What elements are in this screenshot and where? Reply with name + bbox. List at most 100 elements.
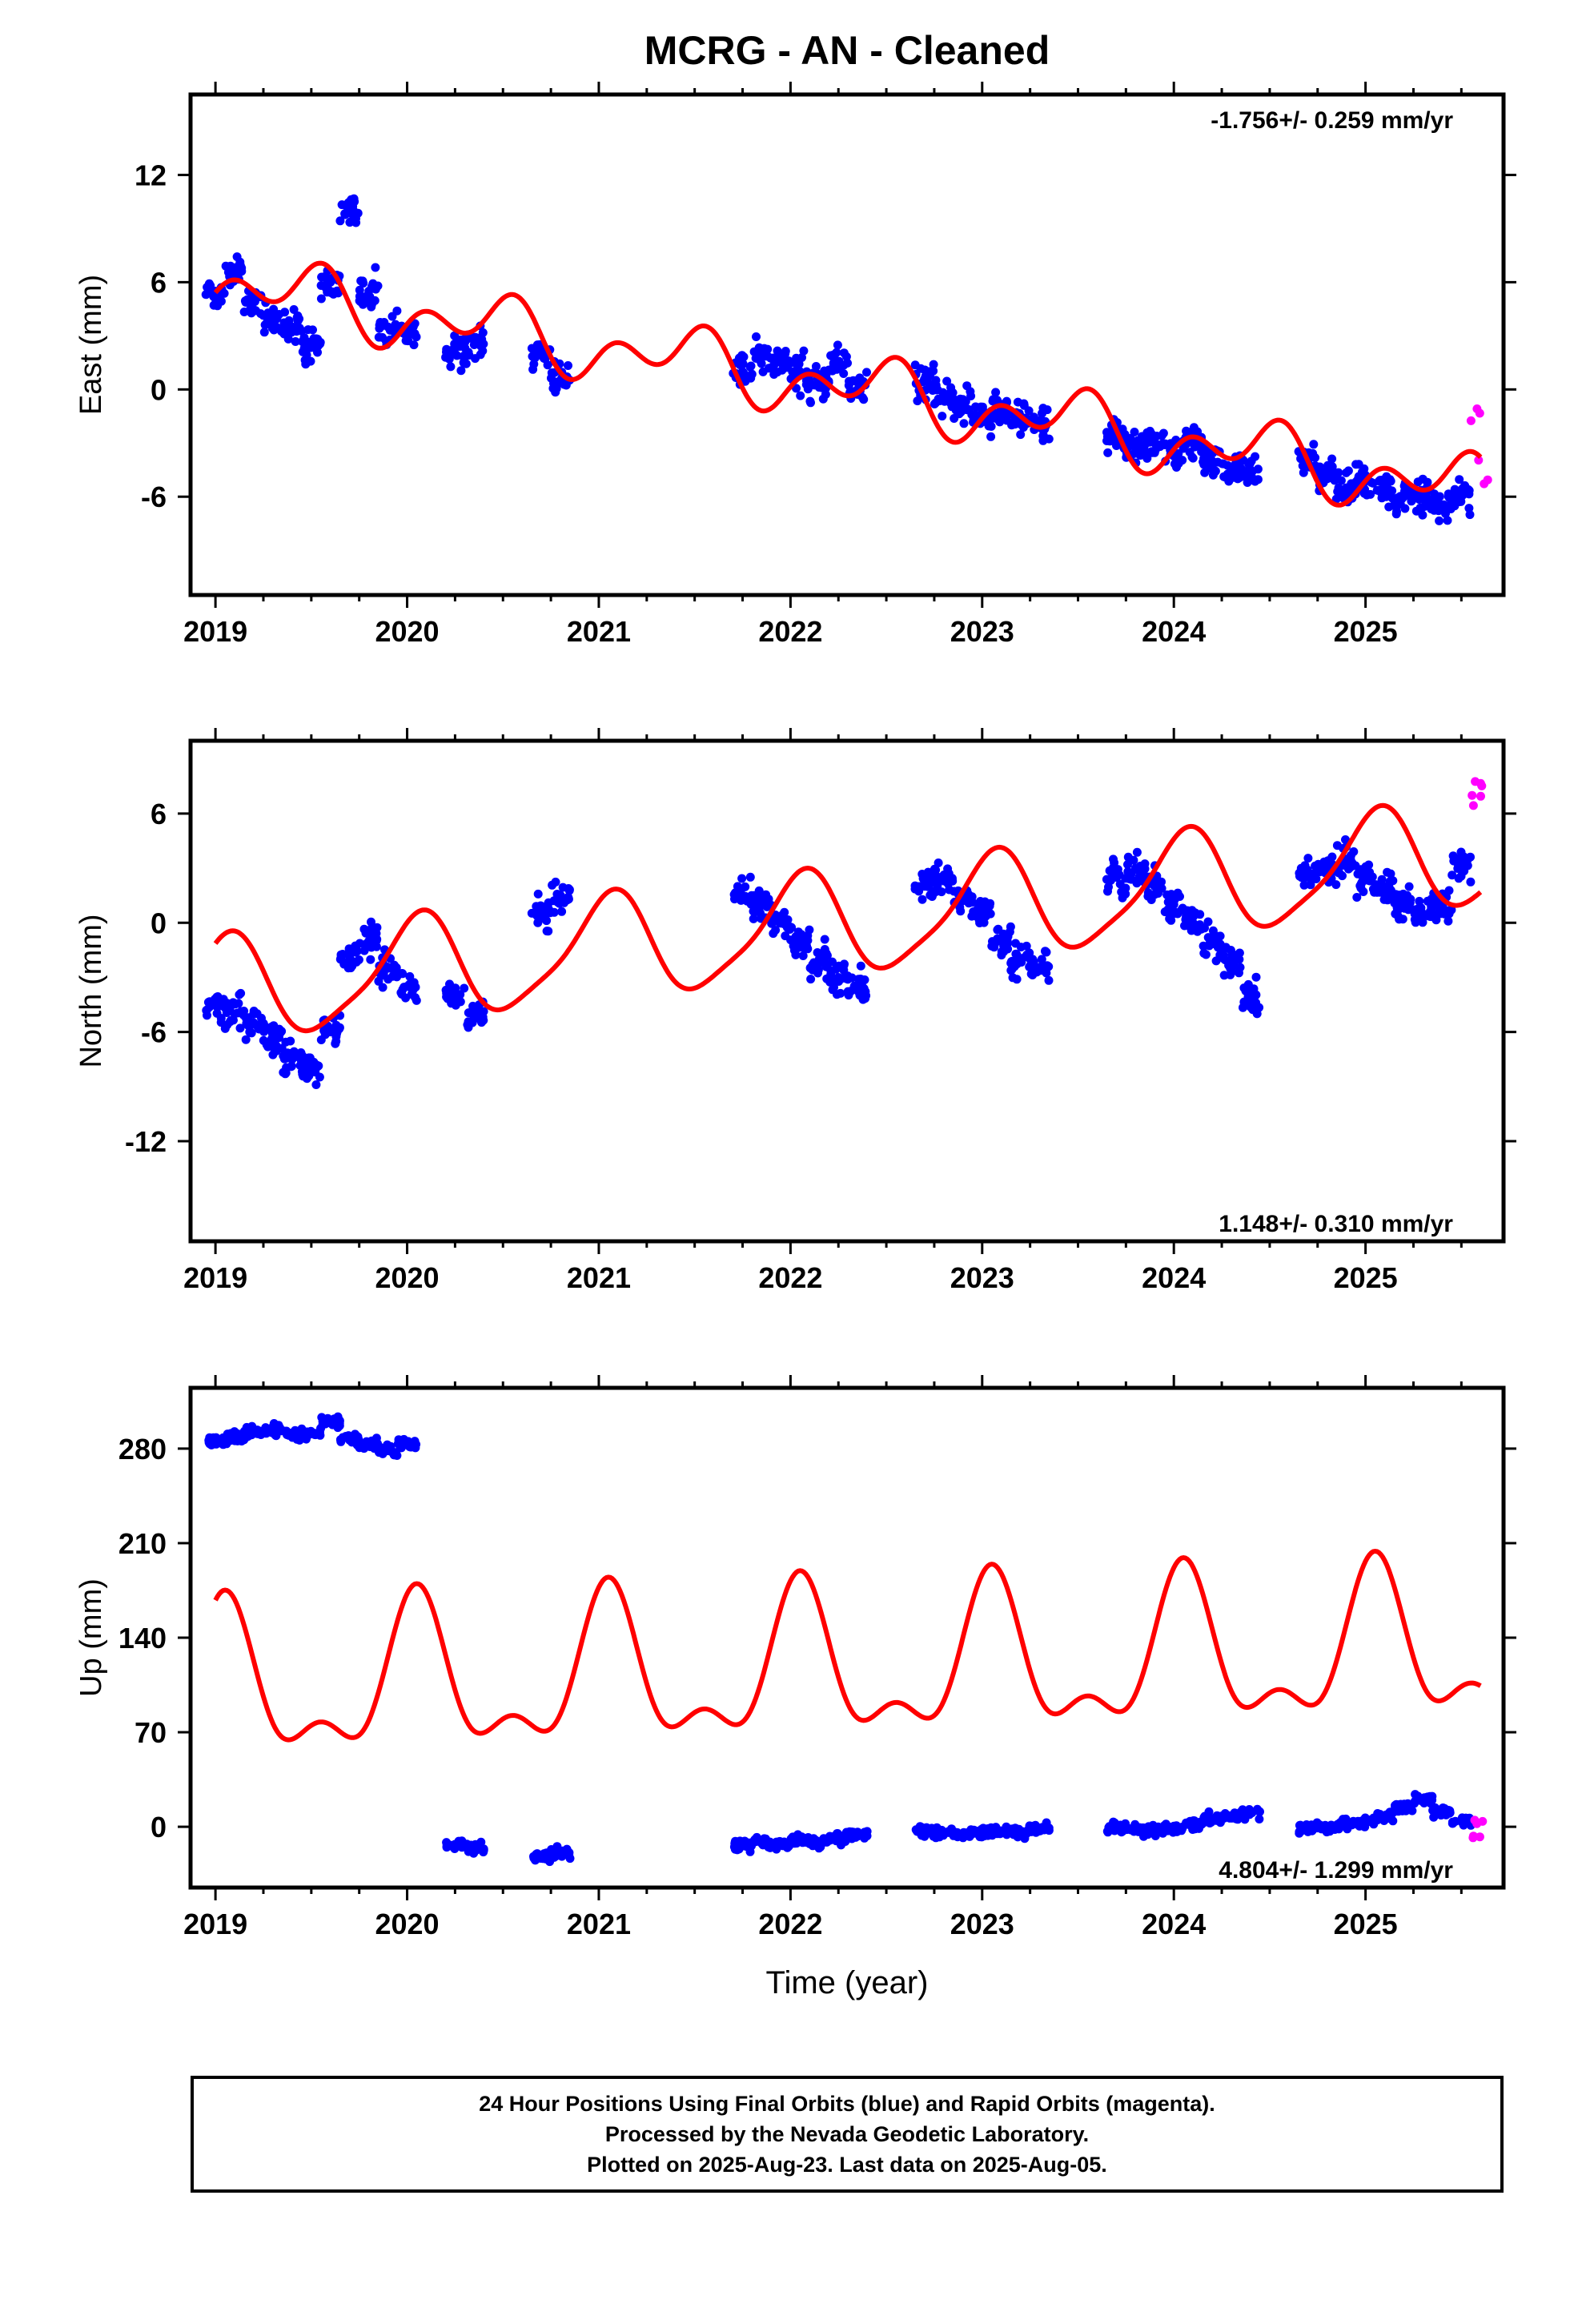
data-point [1227,955,1236,963]
final-orbit-point [1441,509,1450,518]
final-orbit-point [1431,915,1440,924]
scatter-points [204,1413,1487,1867]
x-tick-label: 2021 [567,615,631,648]
final-orbit-point [1103,448,1112,457]
final-orbit-point [1251,477,1259,486]
data-point [997,937,1006,946]
x-tick-label: 2020 [375,615,439,648]
y-axis-label: East (mm) [74,275,108,415]
data-point [1131,448,1140,456]
final-orbit-point [313,348,322,357]
footer-line-1: 24 Hour Positions Using Final Orbits (bl… [479,2089,1215,2119]
rapid-orbit-point [1469,1831,1478,1840]
final-orbit-point [293,312,302,320]
final-orbit-point [360,947,369,955]
final-orbit-point [760,891,769,900]
final-orbit-point [960,419,969,428]
final-orbit-point [1006,966,1015,975]
final-orbit-point [1394,912,1403,921]
final-orbit-point [269,1021,278,1030]
data-point [1227,465,1236,474]
final-orbit-point [1218,460,1227,468]
final-orbit-point [220,289,229,298]
final-orbit-point [1352,893,1361,902]
data-point [1112,1823,1121,1831]
data-point [1112,873,1121,882]
rapid-orbit-point [1484,476,1492,485]
data-point [470,1009,479,1018]
data-point [939,873,948,882]
data-point [268,314,277,323]
final-orbit-point [931,399,940,408]
data-point [997,1827,1006,1835]
final-orbit-point [412,983,420,991]
final-orbit-point [367,918,375,927]
final-orbit-point [790,946,799,955]
data-point [1227,1811,1236,1820]
final-orbit-point [346,197,355,206]
data-point [250,1019,259,1027]
data-point [1438,1806,1447,1815]
final-orbit-point [1435,493,1444,501]
rate-annotation: -1.756+/- 0.259 mm/yr [1211,107,1453,134]
data-point [287,1055,296,1063]
x-tick-label: 2022 [758,615,822,648]
final-orbit-point [281,328,290,337]
final-orbit-point [1300,881,1309,890]
rapid-orbit-point [1472,404,1481,413]
panel-2: 2019 2020 2021 2022 2023 2024 2025 6 0 -6 -12 North… [74,728,1516,1294]
data-point [738,891,747,900]
final-orbit-point [334,1413,343,1421]
final-orbit-point [372,935,381,943]
data-point [1150,1827,1159,1835]
final-orbit-point [1172,891,1181,900]
final-orbit-point [821,945,829,954]
final-orbit-point [938,412,946,420]
data-point [777,358,785,367]
data-point [1380,1811,1389,1820]
final-orbit-point [1391,1803,1399,1811]
data-point [777,1840,785,1849]
data-point [1035,1823,1044,1832]
data-point [1342,1819,1351,1828]
final-orbit-point [317,295,326,304]
final-orbit-point [388,312,397,321]
y-tick-label: 140 [118,1622,167,1655]
final-orbit-point [375,1447,383,1456]
final-orbit-point [557,907,566,916]
data-point [1361,1819,1370,1827]
data-point [470,340,479,349]
final-orbit-point [747,362,756,371]
final-orbit-point [1450,501,1459,510]
final-orbit-point [930,865,939,874]
panel-1: MCRG - AN - Cleaned 2019 2020 2021 2022 2023 2… [74,28,1516,648]
x-tick-label: 2019 [183,1908,247,1940]
final-orbit-point [1165,915,1174,923]
final-orbit-point [1236,963,1245,972]
x-tick-label: 2023 [950,1261,1014,1294]
y-tick-label: -12 [125,1125,167,1158]
final-orbit-point [913,396,921,405]
data-point [211,1000,220,1009]
final-orbit-point [356,276,365,285]
final-orbit-point [806,398,815,407]
data-point [1399,900,1408,909]
data-point [1323,1823,1331,1831]
data-point [383,1445,392,1454]
final-orbit-point [912,1825,921,1834]
data-point [364,287,373,296]
data-point [231,1433,239,1442]
final-orbit-point [1464,504,1473,513]
data-point [364,1440,373,1449]
final-orbit-point [331,1037,340,1046]
x-tick-label: 2025 [1334,1261,1398,1294]
final-orbit-point [1121,890,1130,899]
data-point [1170,1823,1178,1832]
final-orbit-point [1013,975,1022,983]
final-orbit-point [1027,970,1036,979]
final-orbit-point [1209,471,1218,480]
y-axis-label: Up (mm) [74,1578,108,1697]
final-orbit-point [826,352,835,360]
final-orbit-point [235,991,243,999]
final-orbit-point [328,287,337,296]
